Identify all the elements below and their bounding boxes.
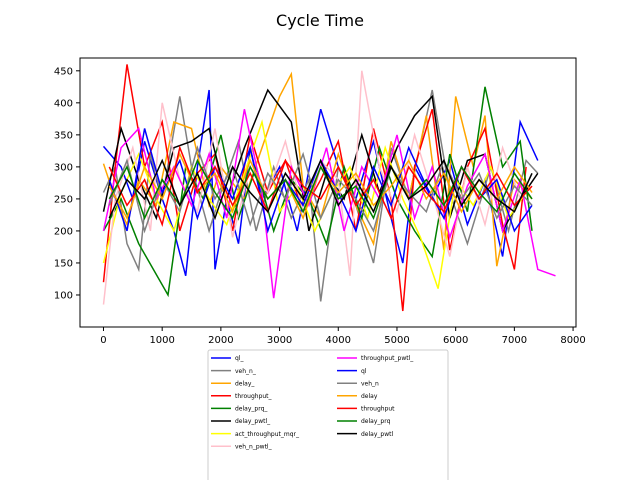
series-line-10 xyxy=(108,145,533,234)
legend-label: delay_pwtl xyxy=(361,431,393,438)
y-tick-label: 200 xyxy=(54,226,73,237)
y-tick-label: 100 xyxy=(54,290,73,301)
y-tick-label: 250 xyxy=(54,194,73,205)
legend: ql_veh_n_delay_throughput_delay_prq_dela… xyxy=(207,349,449,480)
y-axis: 100 150 200 250 300 350 400 450 xyxy=(54,66,80,301)
chart-title: Cycle Time xyxy=(276,11,364,30)
legend-frame xyxy=(207,349,449,480)
y-tick-label: 400 xyxy=(54,98,73,109)
legend-label: veh_n_ xyxy=(235,368,257,375)
y-tick-label: 300 xyxy=(54,162,73,173)
legend-label: delay_prq xyxy=(361,418,391,425)
series-line-2 xyxy=(102,71,533,267)
legend-label: ql_ xyxy=(235,355,244,362)
legend-label: act_throughput_mqr_ xyxy=(235,431,300,438)
y-tick-label: 150 xyxy=(54,258,73,269)
y-tick-label: 350 xyxy=(54,130,73,141)
legend-label: veh_n xyxy=(361,380,379,387)
legend-label: delay xyxy=(361,393,378,400)
x-tick-label: 3000 xyxy=(267,335,292,346)
series-line-14 xyxy=(108,158,533,221)
legend-label: throughput_ xyxy=(235,393,273,400)
x-tick-label: 1000 xyxy=(149,335,174,346)
x-tick-label: 8000 xyxy=(560,335,585,346)
legend-label: throughput xyxy=(361,406,395,413)
series-layer xyxy=(102,64,556,312)
x-tick-label: 0 xyxy=(100,335,106,346)
legend-label: throughput_pwtl_ xyxy=(361,355,414,362)
x-tick-label: 5000 xyxy=(384,335,409,346)
legend-label: delay_pwtl_ xyxy=(235,418,271,425)
x-tick-label: 7000 xyxy=(502,335,527,346)
legend-label: delay_ xyxy=(235,380,255,387)
legend-label: delay_prq_ xyxy=(235,406,268,413)
x-tick-label: 2000 xyxy=(208,335,233,346)
x-tick-label: 6000 xyxy=(443,335,468,346)
legend-label: veh_n_pwtl_ xyxy=(235,443,273,450)
x-axis: 0 1000 2000 3000 4000 5000 6000 7000 8000 xyxy=(100,327,586,346)
series-line-8 xyxy=(102,109,556,299)
y-tick-label: 450 xyxy=(54,66,73,77)
plot-frame xyxy=(79,57,577,328)
x-tick-label: 4000 xyxy=(326,335,351,346)
legend-label: ql xyxy=(361,368,367,375)
